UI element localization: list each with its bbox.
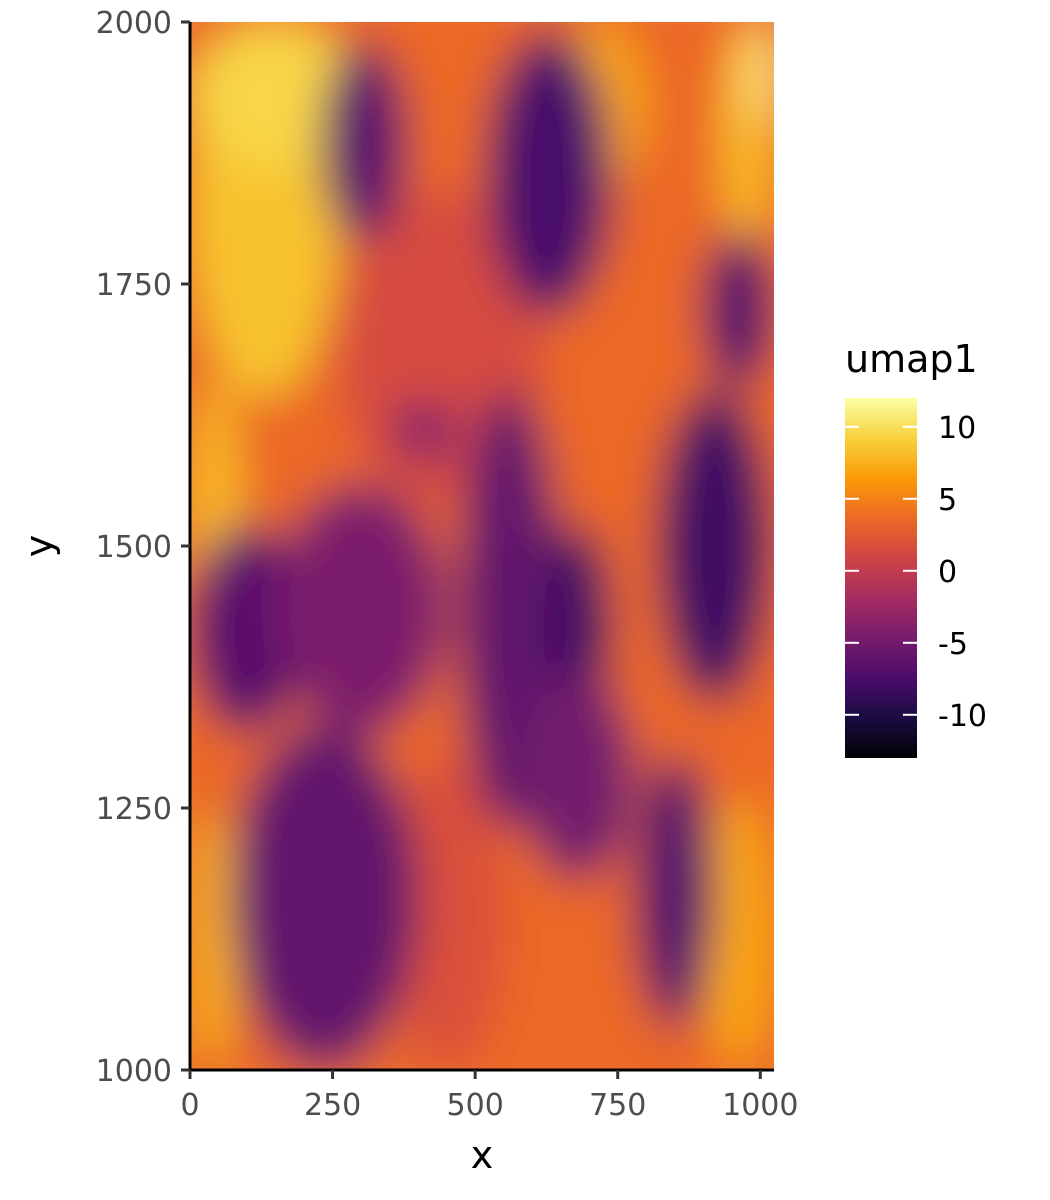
heatmap-region bbox=[389, 399, 459, 463]
y-tick-label: 1500 bbox=[96, 530, 172, 565]
x-tick-label: 1000 bbox=[722, 1088, 798, 1123]
heatmap-region bbox=[190, 525, 305, 735]
y-tick-label: 1250 bbox=[96, 792, 172, 827]
y-axis-ticks: 1000 1250 1500 1750 2000 bbox=[96, 6, 190, 1089]
heatmap-region bbox=[190, 808, 236, 1070]
heatmap-region bbox=[751, 22, 774, 127]
y-tick-label: 1750 bbox=[96, 268, 172, 303]
colorbar-tick-label: -5 bbox=[938, 627, 968, 662]
heatmap-region bbox=[634, 755, 715, 1029]
heatmap-region bbox=[389, 755, 504, 1070]
y-tick-label: 2000 bbox=[96, 6, 172, 41]
heatmap-regions bbox=[190, 22, 774, 1070]
colorbar-tick-label: 10 bbox=[938, 411, 976, 446]
heatmap-region bbox=[657, 388, 772, 704]
colorbar-tick-label: 5 bbox=[938, 483, 957, 518]
y-tick-label: 1000 bbox=[96, 1054, 172, 1089]
colorbar-ticks: 10 5 0 -5 -10 bbox=[845, 411, 987, 734]
x-tick-label: 250 bbox=[304, 1088, 361, 1123]
heatmap-region bbox=[703, 797, 774, 1070]
heatmap-panel bbox=[190, 22, 774, 1070]
heatmap-region bbox=[190, 22, 362, 169]
heatmap-region bbox=[229, 724, 419, 1070]
x-tick-label: 0 bbox=[180, 1088, 199, 1123]
heatmap-region bbox=[486, 32, 613, 316]
heatmap-region bbox=[275, 483, 447, 735]
colorbar bbox=[845, 398, 917, 758]
legend-title: umap1 bbox=[845, 337, 978, 381]
y-axis-title: y bbox=[17, 535, 61, 558]
colorbar-tick-label: -10 bbox=[938, 699, 987, 734]
heatmap-region bbox=[520, 671, 635, 882]
x-tick-label: 750 bbox=[589, 1088, 646, 1123]
colorbar-tick-label: 0 bbox=[938, 555, 957, 590]
x-axis-title: x bbox=[471, 1133, 494, 1177]
x-tick-label: 500 bbox=[447, 1088, 504, 1123]
heatmap-region bbox=[703, 231, 774, 389]
heatmap-region bbox=[321, 42, 407, 243]
x-axis-ticks: 0 250 500 750 1000 bbox=[180, 1070, 798, 1123]
